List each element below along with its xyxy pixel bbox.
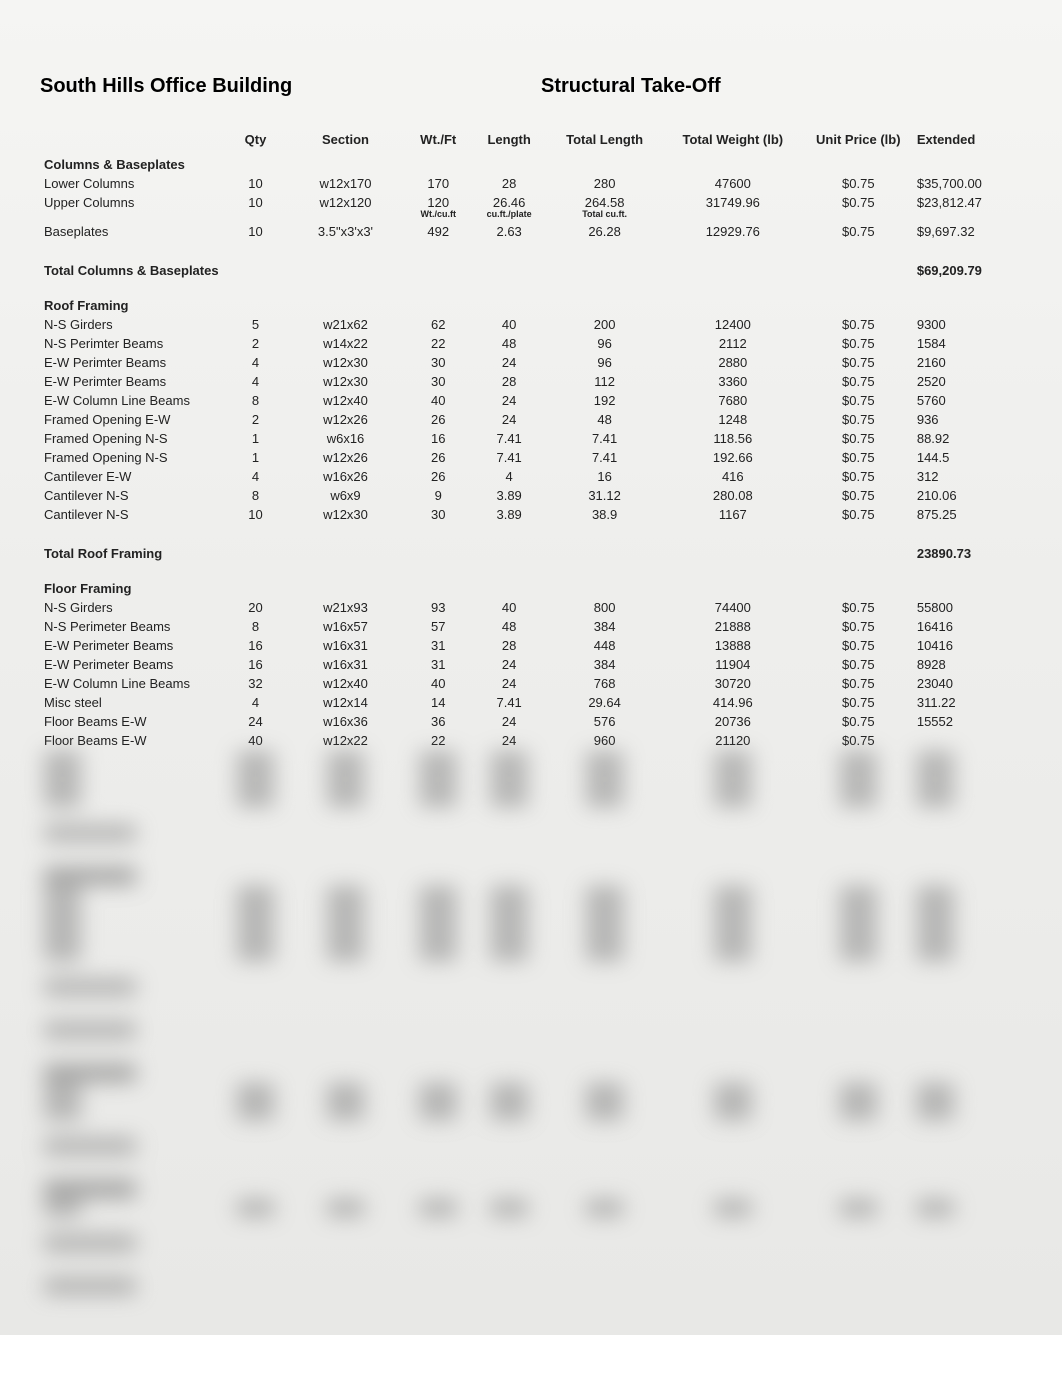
table-row: E-W Perimter Beams4w12x3030281123360$0.7… [40, 372, 1022, 391]
col-length: Length [471, 126, 547, 153]
takeoff-table: Qty Section Wt./Ft Length Total Length T… [40, 126, 1022, 1295]
obscured-row: ████████████████████████████████████ [40, 769, 1022, 788]
header: South Hills Office Building Structural T… [40, 75, 1022, 98]
col-unit: Unit Price (lb) [804, 126, 913, 153]
section-title: Columns & Baseplates [40, 153, 1022, 174]
table-row: N-S Girders20w21x93934080074400$0.755580… [40, 598, 1022, 617]
header-title-right: Structural Take-Off [521, 75, 1022, 98]
table-row: Lower Columns10w12x1701702828047600$0.75… [40, 174, 1022, 193]
table-row: Baseplates103.5"x3'x3'4922.6326.2812929.… [40, 222, 1022, 241]
obscured-row: ████████████████████████████████████ [40, 1101, 1022, 1120]
col-ext: Extended [913, 126, 1022, 153]
table-row: Cantilever E-W4w16x2626416416$0.75312 [40, 467, 1022, 486]
section-title: Floor Framing [40, 563, 1022, 598]
table-row: E-W Column Line Beams8w12x4040241927680$… [40, 391, 1022, 410]
obscured-row: ██████████ [40, 1039, 1022, 1082]
table-row: E-W Perimter Beams4w12x303024962880$0.75… [40, 353, 1022, 372]
obscured-row: ██████████ [40, 961, 1022, 996]
obscured-row: ██████████ [40, 842, 1022, 885]
col-totwt: Total Weight (lb) [662, 126, 804, 153]
table-row: N-S Perimter Beams2w14x222248962112$0.75… [40, 334, 1022, 353]
obscured-row: ██████████ [40, 807, 1022, 842]
table-row: E-W Column Line Beams32w12x4040247683072… [40, 674, 1022, 693]
table-row: Upper Columns10w12x120120Wt./cu.ft26.46c… [40, 193, 1022, 222]
obscured-row: ██████████ [40, 1120, 1022, 1155]
obscured-row: ██████████ [40, 1252, 1022, 1295]
obscured-row: ████████████████████████████████████ [40, 904, 1022, 923]
table-row: Cantilever N-S10w12x30303.8938.91167$0.7… [40, 505, 1022, 524]
section-header: Floor Framing [40, 563, 1022, 598]
col-totlen: Total Length [547, 126, 662, 153]
table-row: Framed Opening E-W2w12x262624481248$0.75… [40, 410, 1022, 429]
table-header: Qty Section Wt./Ft Length Total Length T… [40, 126, 1022, 153]
header-title-left: South Hills Office Building [40, 75, 521, 98]
table-row: Cantilever N-S8w6x993.8931.12280.08$0.75… [40, 486, 1022, 505]
col-wtft: Wt./Ft [406, 126, 471, 153]
table-row: Floor Beams E-W40w12x22222496021120$0.75 [40, 731, 1022, 750]
section-header: Roof Framing [40, 280, 1022, 315]
obscured-row: ████████████████████████████████████ [40, 750, 1022, 769]
table-row: Framed Opening N-S1w12x26267.417.41192.6… [40, 448, 1022, 467]
col-section: Section [285, 126, 405, 153]
obscured-row: ████████████████████████████████████ [40, 1198, 1022, 1217]
section-title: Roof Framing [40, 280, 1022, 315]
obscured-row: ████████████████████████████████████ [40, 923, 1022, 942]
table-row: E-W Perimeter Beams16w16x31312438411904$… [40, 655, 1022, 674]
table-body-obscured: ████████████████████████████████████████… [40, 750, 1022, 1295]
table-row: Framed Opening N-S1w6x16167.417.41118.56… [40, 429, 1022, 448]
section-header: Columns & Baseplates [40, 153, 1022, 174]
obscured-row: ██████████ [40, 1155, 1022, 1198]
obscured-row: ████████████████████████████████████ [40, 788, 1022, 807]
col-name [40, 126, 225, 153]
takeoff-sheet: South Hills Office Building Structural T… [0, 0, 1062, 1335]
obscured-row: ████████████████████████████████████ [40, 1082, 1022, 1101]
table-row: N-S Perimeter Beams8w16x57574838421888$0… [40, 617, 1022, 636]
obscured-row: ████████████████████████████████████ [40, 942, 1022, 961]
table-row: Floor Beams E-W24w16x36362457620736$0.75… [40, 712, 1022, 731]
col-qty: Qty [225, 126, 285, 153]
table-body: Columns & BaseplatesLower Columns10w12x1… [40, 153, 1022, 750]
section-total: Total Columns & Baseplates$69,209.79 [40, 261, 1022, 280]
section-total: Total Roof Framing23890.73 [40, 544, 1022, 563]
table-row: N-S Girders5w21x62624020012400$0.759300 [40, 315, 1022, 334]
obscured-row: ██████████ [40, 1217, 1022, 1252]
obscured-row: ████████████████████████████████████ [40, 885, 1022, 904]
table-row: E-W Perimeter Beams16w16x31312844813888$… [40, 636, 1022, 655]
obscured-row: ██████████ [40, 996, 1022, 1039]
table-row: Misc steel4w12x14147.4129.64414.96$0.753… [40, 693, 1022, 712]
